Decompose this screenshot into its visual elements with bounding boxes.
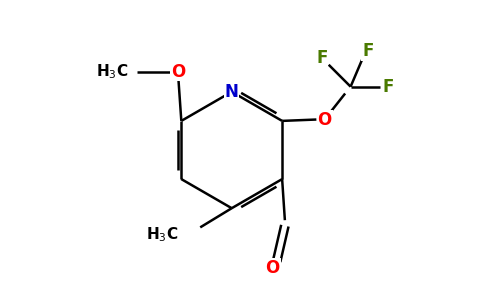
Text: O: O (265, 259, 280, 277)
Text: O: O (318, 110, 332, 128)
Text: F: F (316, 49, 328, 67)
Text: N: N (225, 83, 239, 101)
Text: F: F (362, 42, 374, 60)
Text: H$_3$C: H$_3$C (96, 62, 129, 81)
Text: F: F (382, 78, 394, 96)
Text: H$_3$C: H$_3$C (146, 225, 178, 244)
Text: O: O (171, 63, 185, 81)
